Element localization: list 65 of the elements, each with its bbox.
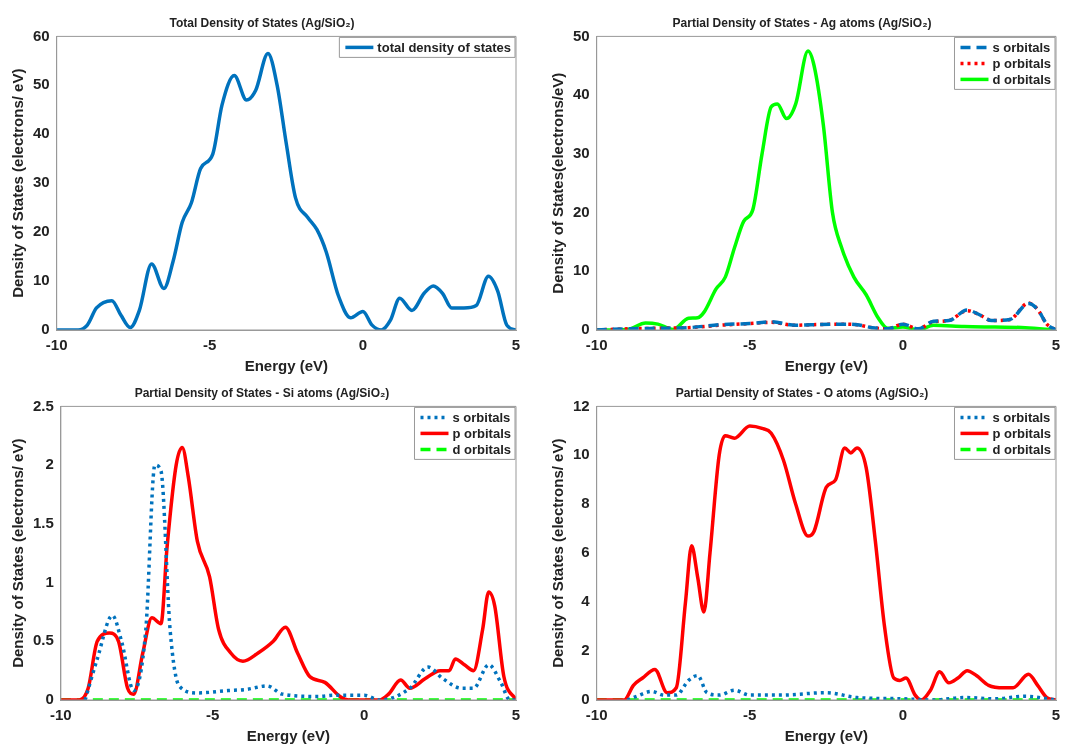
y-axis-title: Density of States (electrons/ eV) — [549, 438, 567, 668]
y-tick-label: 0 — [41, 320, 50, 338]
x-tick-label: -5 — [743, 706, 757, 724]
chart-title: Total Density of States (Ag/SiO₂) — [169, 15, 355, 30]
x-tick-label: -10 — [45, 336, 68, 354]
x-tick-label: 5 — [511, 336, 521, 354]
x-tick-label: -10 — [585, 336, 608, 354]
y-tick-label: 0 — [581, 320, 590, 338]
y-tick-label: 4 — [581, 592, 591, 610]
y-tick-label: 30 — [33, 173, 50, 191]
y-tick-label: 40 — [33, 124, 50, 142]
y-tick-label: 0 — [45, 690, 54, 708]
y-tick-label: 10 — [33, 271, 50, 289]
x-tick-label: 0 — [898, 336, 908, 354]
x-tick-label: 0 — [360, 706, 369, 724]
x-axis-title: Energy (eV) — [784, 357, 869, 375]
legend-label: total density of states — [377, 39, 511, 55]
y-tick-label: 50 — [573, 26, 590, 44]
y-tick-label: 6 — [581, 543, 590, 561]
y-tick-label: 0.5 — [32, 631, 54, 649]
y-tick-label: 2.5 — [32, 396, 54, 414]
y-tick-label: 8 — [581, 494, 590, 512]
legend-label: s orbitals — [992, 39, 1051, 55]
x-tick-label: -10 — [585, 706, 608, 724]
y-tick-label: 40 — [573, 85, 590, 103]
x-tick-label: 0 — [358, 336, 368, 354]
x-axis-title: Energy (eV) — [784, 727, 869, 745]
legend-label: p orbitals — [992, 55, 1052, 71]
y-tick-label: 10 — [573, 445, 590, 463]
y-axis-title: Density of States(electrons/eV) — [549, 72, 567, 294]
legend-label: s orbitals — [992, 409, 1051, 425]
y-tick-label: 0 — [581, 690, 590, 708]
x-axis-title: Energy (eV) — [244, 357, 329, 375]
y-tick-label: 2 — [581, 641, 590, 659]
x-tick-label: 0 — [898, 706, 908, 724]
y-tick-label: 50 — [33, 75, 50, 93]
y-axis-title: Density of States (electrons/ eV) — [9, 438, 27, 668]
y-tick-label: 60 — [33, 26, 50, 44]
y-tick-label: 10 — [573, 261, 590, 279]
legend-label: d orbitals — [992, 441, 1052, 457]
x-tick-label: 5 — [1051, 706, 1061, 724]
x-tick-label: -5 — [743, 336, 757, 354]
y-tick-label: 20 — [573, 202, 590, 220]
chart-title: Partial Density of States - O atoms (Ag/SiO₂) — [675, 385, 929, 400]
chart-title: Partial Density of States - Si atoms (Ag/SiO₂) — [134, 385, 390, 400]
y-tick-label: 2 — [45, 455, 54, 473]
x-tick-label: -5 — [205, 706, 220, 724]
x-tick-label: -5 — [203, 336, 217, 354]
legend-label: d orbitals — [452, 441, 512, 457]
legend-label: p orbitals — [992, 425, 1052, 441]
x-axis-title: Energy (eV) — [246, 727, 331, 745]
y-axis-title: Density of States (electrons/ eV) — [9, 68, 27, 298]
x-tick-label: 5 — [511, 706, 521, 724]
x-tick-label: 5 — [1051, 336, 1061, 354]
y-tick-label: 20 — [33, 222, 50, 240]
y-tick-label: 1 — [45, 572, 54, 590]
y-tick-label: 30 — [573, 143, 590, 161]
y-tick-label: 12 — [573, 396, 590, 414]
legend-label: p orbitals — [452, 425, 512, 441]
legend-label: d orbitals — [992, 71, 1052, 87]
legend-label: s orbitals — [452, 409, 511, 425]
y-tick-label: 1.5 — [32, 513, 54, 531]
x-tick-label: -10 — [50, 706, 72, 724]
line-series — [625, 673, 1056, 700]
chart-title: Partial Density of States - Ag atoms (Ag/SiO₂) — [672, 15, 932, 30]
